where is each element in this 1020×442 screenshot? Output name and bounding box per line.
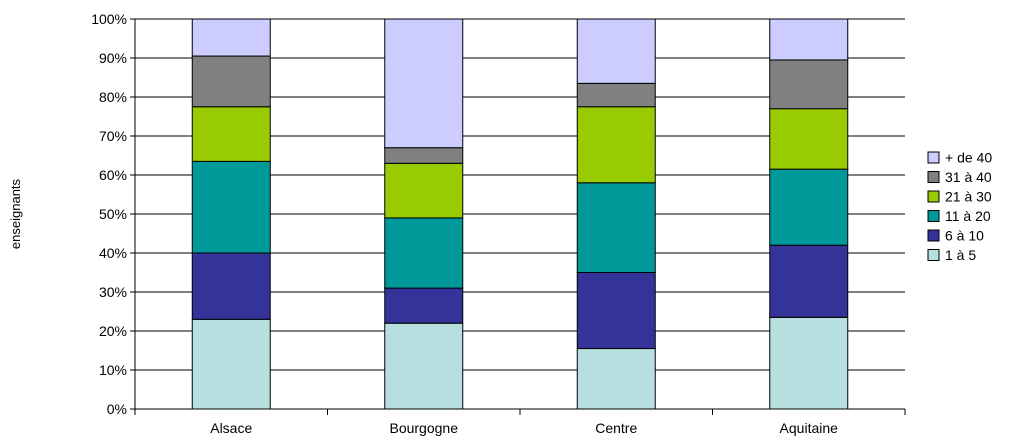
x-tick-label: Bourgogne (389, 420, 458, 436)
y-tick-label: 50% (99, 206, 127, 222)
legend: + de 40 31 à 40 21 à 30 11 à 20 6 à 10 1 à 5 (927, 150, 992, 263)
legend-swatch (927, 151, 940, 164)
bar-segment (191, 318, 271, 410)
legend-swatch (927, 229, 940, 242)
bar-segment (769, 18, 849, 61)
y-tick-label: 10% (99, 362, 127, 378)
bar-segment (769, 59, 849, 110)
axes: 0% 10% 20% 30% 40% 50% 60% 70% 80% 90% 100% Alsace B… (91, 11, 906, 436)
x-tick-label: Aquitaine (780, 420, 839, 436)
y-tick-label: 40% (99, 245, 127, 261)
legend-swatch (927, 190, 940, 203)
x-tick-label: Centre (595, 420, 637, 436)
bar-segment (191, 160, 271, 254)
bar-segment (384, 322, 464, 410)
bar-segment (384, 18, 464, 149)
bar-segment (769, 108, 849, 170)
bar-segment (576, 348, 656, 410)
bar-segment (576, 82, 656, 108)
y-tick-label: 30% (99, 284, 127, 300)
legend-entry-label: 1 à 5 (945, 247, 976, 263)
bar-segment (384, 162, 464, 219)
legend-swatch (927, 171, 940, 183)
x-tick-label: Alsace (210, 420, 252, 436)
bars (191, 18, 849, 410)
legend-entry-label: 21 à 30 (945, 189, 992, 205)
y-axis-title: enseignants (8, 178, 23, 249)
legend-swatch (927, 210, 940, 222)
y-tick-label: 100% (91, 11, 127, 27)
bar-segment (191, 106, 271, 162)
legend-entry-label: 6 à 10 (945, 228, 984, 244)
legend-swatch (927, 249, 940, 261)
legend-entry-label: + de 40 (945, 150, 992, 166)
bar-segment (769, 316, 849, 410)
legend-entry-label: 11 à 20 (945, 208, 991, 224)
bar-segment (769, 168, 849, 246)
bar-segment (191, 18, 271, 57)
bar-segment (384, 287, 464, 324)
bar-segment (191, 252, 271, 320)
bar-segment (384, 217, 464, 289)
y-tick-label: 20% (99, 323, 127, 339)
bar-segment (191, 55, 271, 108)
bar-segment (576, 18, 656, 84)
bar-segment (384, 147, 464, 164)
y-tick-label: 90% (99, 50, 127, 66)
y-tick-label: 70% (99, 128, 127, 144)
bar-segment (576, 182, 656, 273)
bar-segment (576, 272, 656, 350)
bar-segment (769, 244, 849, 318)
y-tick-label: 80% (99, 89, 127, 105)
bar-segment (576, 106, 656, 184)
legend-entry-label: 31 à 40 (945, 169, 992, 185)
y-tick-label: 0% (107, 401, 127, 417)
y-tick-label: 60% (99, 167, 127, 183)
